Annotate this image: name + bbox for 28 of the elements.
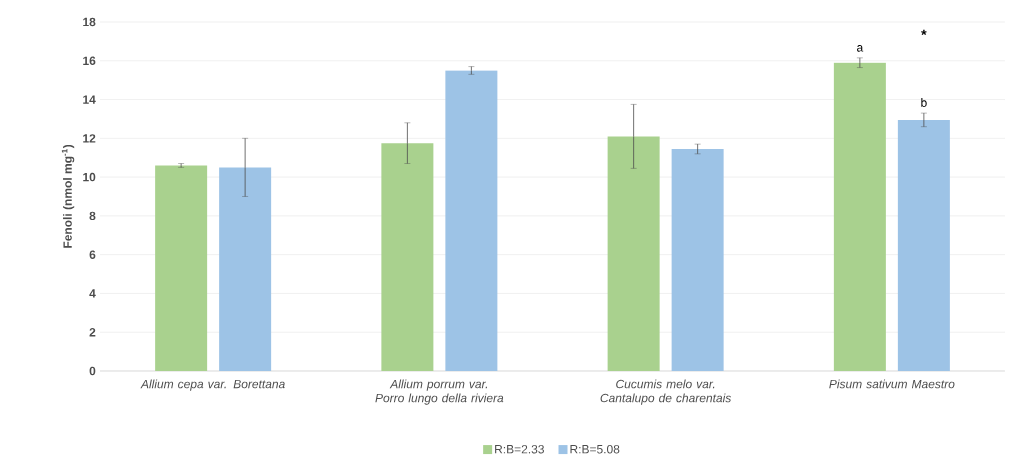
bar <box>155 165 208 371</box>
y-tick-label: 8 <box>89 211 96 221</box>
y-tick-label: 10 <box>83 172 96 182</box>
legend-label: R:B=5.08 <box>570 444 620 454</box>
x-tick-label: Allium cepa var. Borettana <box>140 379 285 391</box>
bar <box>381 143 434 371</box>
y-tick-label: 12 <box>83 134 96 143</box>
bar <box>897 119 950 371</box>
bar <box>445 70 498 371</box>
bar <box>607 136 660 371</box>
y-tick-label: 16 <box>83 56 96 66</box>
annotation: b <box>921 98 927 107</box>
annotation: * <box>921 29 927 36</box>
y-tick-label: 6 <box>89 250 96 259</box>
y-axis-title: Fenoli (nmol mg$^{-1}$) <box>61 144 75 248</box>
annotation: a <box>857 45 864 52</box>
y-tick-label: 18 <box>83 17 96 27</box>
bar <box>219 167 272 371</box>
y-tick-label: 4 <box>89 289 96 298</box>
y-tick-label: 2 <box>89 328 96 337</box>
y-tick-label: 0 <box>89 366 96 376</box>
bar <box>833 62 886 371</box>
x-tick-label: Allium porrum var. Porro lungo della riviera <box>375 379 504 405</box>
x-tick-label: Pisum sativum Maestro <box>829 379 955 389</box>
bar <box>671 148 724 371</box>
legend-label: R:B=2.33 <box>495 444 544 454</box>
x-tick-label: Cucumis melo var. Cantalupo de charentais <box>600 379 732 405</box>
y-tick-label: 14 <box>83 95 96 104</box>
